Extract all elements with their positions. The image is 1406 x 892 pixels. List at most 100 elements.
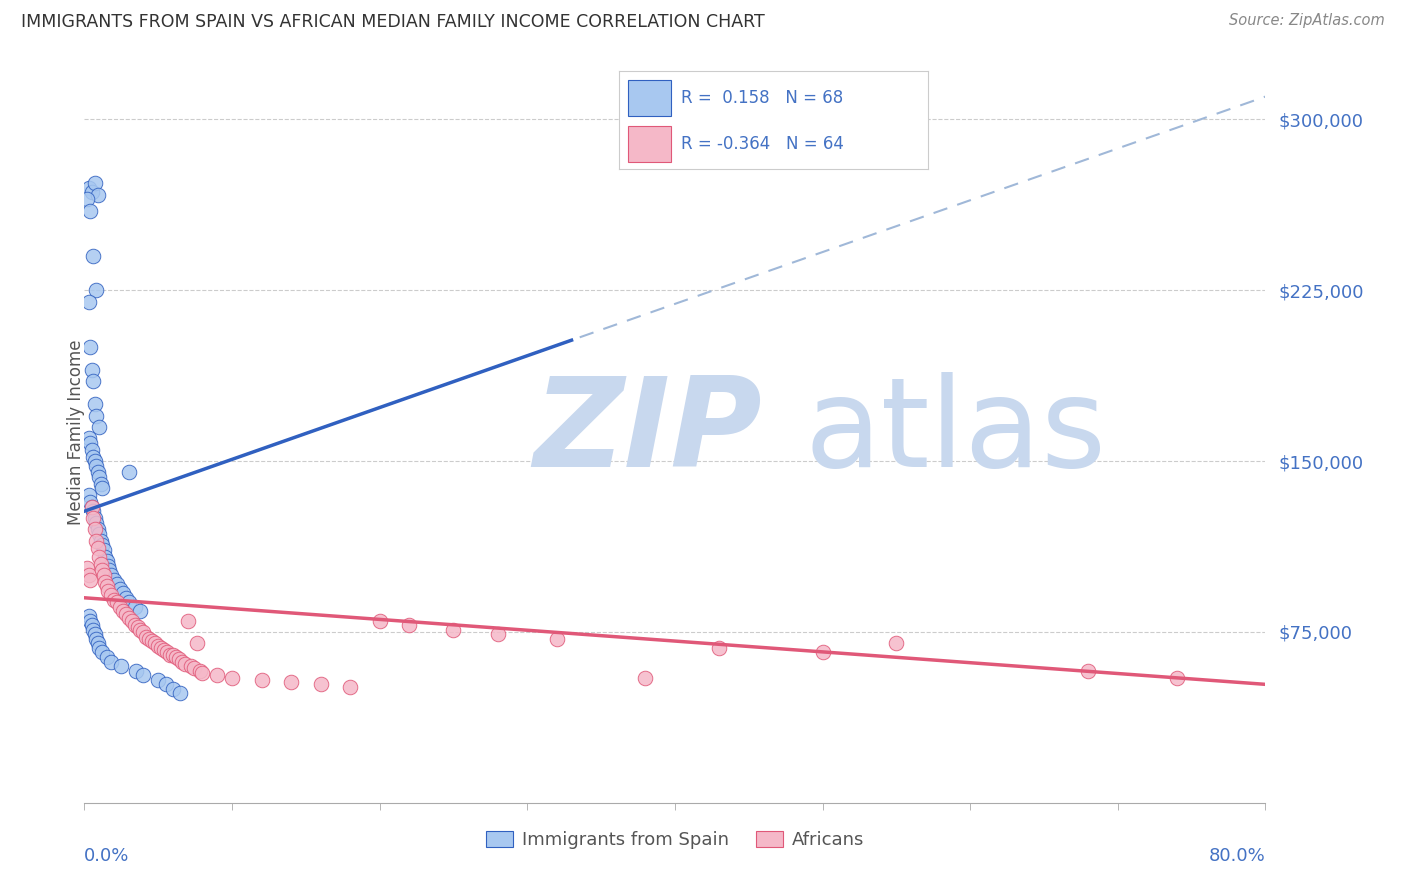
Point bbox=[83, 397, 105, 411]
Point bbox=[121, 614, 143, 628]
Point bbox=[83, 523, 105, 537]
Point bbox=[90, 557, 112, 571]
Point bbox=[1166, 671, 1188, 685]
Point bbox=[86, 523, 108, 537]
Bar bbox=[628, 80, 671, 116]
Point bbox=[83, 511, 105, 525]
Point bbox=[90, 533, 112, 548]
Point bbox=[162, 681, 184, 696]
Point bbox=[100, 655, 122, 669]
Point bbox=[93, 543, 115, 558]
Point bbox=[155, 677, 177, 691]
Point bbox=[309, 677, 332, 691]
Point bbox=[87, 420, 111, 434]
Point bbox=[79, 614, 101, 628]
Point bbox=[84, 458, 107, 473]
Point bbox=[82, 249, 104, 263]
Point bbox=[108, 582, 131, 596]
Point bbox=[138, 632, 160, 646]
Point bbox=[186, 636, 208, 650]
Point bbox=[79, 573, 101, 587]
Point bbox=[83, 454, 105, 468]
Point bbox=[86, 466, 108, 480]
Point bbox=[191, 665, 214, 680]
Point bbox=[79, 435, 101, 450]
Point bbox=[77, 488, 100, 502]
Point bbox=[77, 431, 100, 445]
Point bbox=[79, 495, 101, 509]
Point bbox=[811, 645, 834, 659]
Point bbox=[83, 176, 105, 190]
Point bbox=[79, 203, 101, 218]
Point bbox=[84, 283, 107, 297]
Point bbox=[170, 655, 193, 669]
Point bbox=[82, 504, 104, 518]
Point bbox=[280, 675, 302, 690]
Point bbox=[96, 650, 118, 665]
Point bbox=[169, 686, 191, 700]
Point bbox=[886, 636, 908, 650]
Point bbox=[82, 450, 104, 464]
Point bbox=[148, 639, 170, 653]
Text: atlas: atlas bbox=[804, 372, 1107, 493]
Point bbox=[84, 533, 107, 548]
Point bbox=[118, 466, 141, 480]
Point bbox=[111, 586, 134, 600]
Point bbox=[141, 634, 163, 648]
Point bbox=[80, 442, 103, 457]
Point bbox=[124, 599, 146, 614]
Point bbox=[96, 579, 118, 593]
Point bbox=[97, 583, 120, 598]
Point bbox=[84, 632, 107, 646]
Point bbox=[159, 648, 181, 662]
Point bbox=[90, 476, 112, 491]
Legend: Immigrants from Spain, Africans: Immigrants from Spain, Africans bbox=[478, 824, 872, 856]
Point bbox=[165, 650, 187, 665]
Point bbox=[132, 668, 155, 682]
Point bbox=[86, 187, 108, 202]
Y-axis label: Median Family Income: Median Family Income bbox=[67, 340, 84, 525]
Point bbox=[86, 541, 108, 555]
Point bbox=[111, 604, 134, 618]
Point bbox=[398, 618, 420, 632]
Point bbox=[84, 516, 107, 530]
Point bbox=[135, 630, 157, 644]
Point bbox=[82, 511, 104, 525]
Point bbox=[180, 659, 202, 673]
Point bbox=[84, 409, 107, 423]
Point bbox=[108, 599, 131, 614]
Point bbox=[143, 636, 166, 650]
Point bbox=[77, 609, 100, 624]
Point bbox=[80, 618, 103, 632]
Point bbox=[87, 470, 111, 484]
Text: IMMIGRANTS FROM SPAIN VS AFRICAN MEDIAN FAMILY INCOME CORRELATION CHART: IMMIGRANTS FROM SPAIN VS AFRICAN MEDIAN … bbox=[21, 13, 765, 31]
Point bbox=[221, 671, 243, 685]
Point bbox=[80, 363, 103, 377]
Bar bbox=[628, 127, 671, 161]
Point bbox=[80, 500, 103, 514]
Point bbox=[77, 180, 100, 194]
Text: 0.0%: 0.0% bbox=[84, 847, 129, 865]
Point bbox=[207, 668, 229, 682]
Point bbox=[156, 645, 179, 659]
Point bbox=[93, 568, 115, 582]
Point bbox=[86, 636, 108, 650]
Point bbox=[82, 375, 104, 389]
Point bbox=[124, 618, 146, 632]
Point bbox=[91, 482, 114, 496]
Point bbox=[118, 595, 141, 609]
Text: R = -0.364   N = 64: R = -0.364 N = 64 bbox=[681, 135, 844, 153]
Point bbox=[80, 500, 103, 514]
Point bbox=[91, 645, 114, 659]
Point bbox=[709, 640, 731, 655]
Point bbox=[79, 340, 101, 354]
Point bbox=[87, 640, 111, 655]
Point bbox=[105, 577, 128, 591]
Point bbox=[153, 643, 176, 657]
Point bbox=[183, 661, 205, 675]
Point bbox=[546, 632, 568, 646]
Point bbox=[177, 614, 200, 628]
Point bbox=[114, 591, 136, 605]
Point bbox=[129, 604, 152, 618]
Point bbox=[634, 671, 657, 685]
